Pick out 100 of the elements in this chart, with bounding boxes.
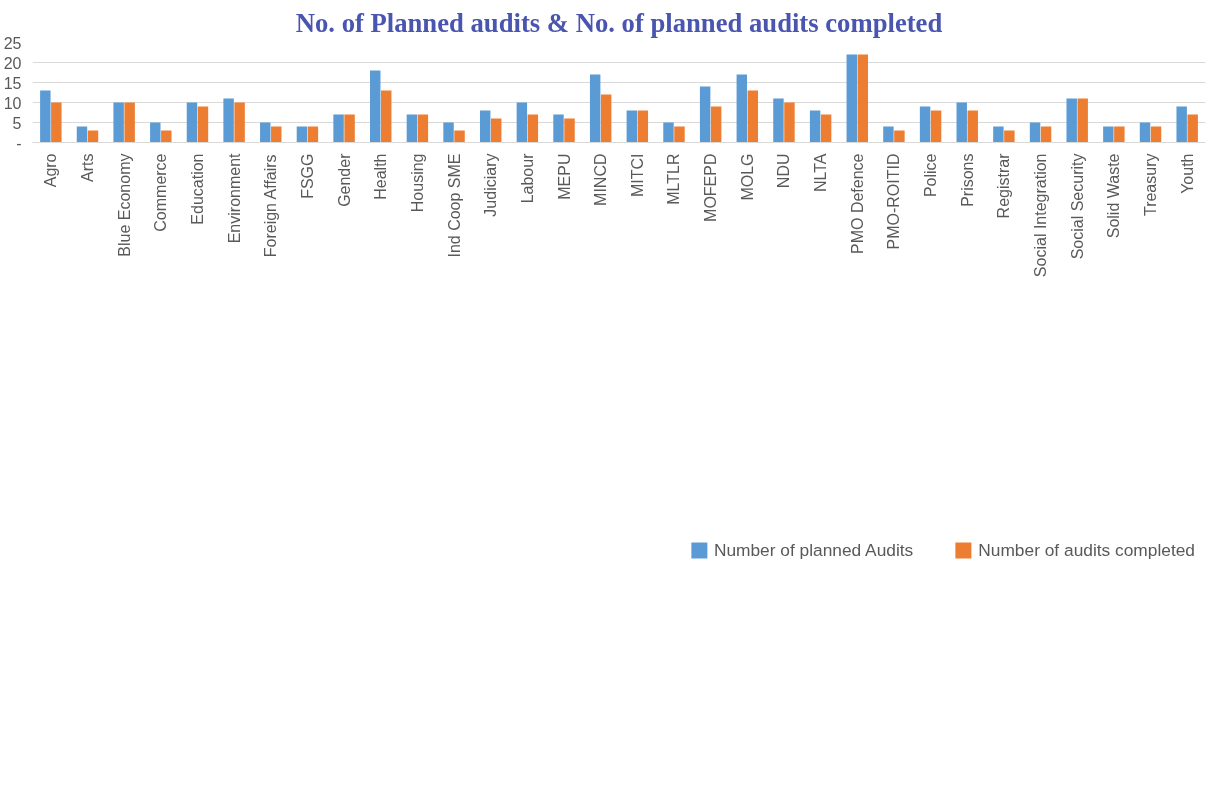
bar — [919, 106, 931, 143]
x-tick-label: Commerce — [152, 153, 170, 232]
legend-label: Number of planned Audits — [713, 539, 914, 561]
x-tick-label: Housing — [408, 153, 426, 213]
y-tick-label: 5 — [12, 114, 22, 132]
bar — [344, 114, 355, 143]
bar — [197, 106, 209, 143]
bar — [51, 102, 62, 143]
bar — [490, 118, 502, 143]
bar — [333, 114, 344, 143]
x-tick-label: MINCD — [592, 153, 610, 206]
bar — [674, 126, 685, 143]
bar — [406, 114, 418, 143]
bar — [124, 102, 135, 143]
y-tick-label: - — [16, 134, 22, 152]
bar — [260, 122, 271, 143]
bar — [553, 114, 564, 143]
x-tick-label: Gender — [335, 152, 353, 207]
bar — [150, 122, 161, 143]
bar — [1066, 98, 1077, 143]
bar — [307, 126, 319, 143]
bar — [589, 74, 601, 143]
bar — [736, 74, 748, 143]
x-tick-label: Labour — [518, 152, 536, 204]
x-tick-label: Education — [188, 153, 206, 225]
bar — [454, 130, 465, 143]
x-tick-label: Environment — [225, 152, 243, 244]
y-tick-label: 25 — [3, 34, 22, 52]
bar — [930, 110, 942, 143]
bar — [637, 110, 649, 143]
x-tick-label: MEPU — [555, 153, 573, 200]
bar — [773, 98, 784, 143]
bar — [846, 54, 857, 143]
bar — [417, 114, 429, 143]
bar — [1004, 130, 1015, 143]
x-tick-label: Foreign Affairs — [262, 154, 280, 258]
bar — [626, 110, 638, 143]
y-tick-label: 20 — [3, 54, 22, 72]
x-tick-label: Youth — [1178, 153, 1196, 194]
bar — [76, 126, 88, 143]
bar — [381, 90, 392, 143]
legend-label: Number of audits completed — [978, 539, 1195, 561]
y-tick-label: 15 — [3, 74, 22, 92]
bar — [663, 122, 674, 143]
x-tick-label: MOFEPD — [702, 153, 720, 222]
bar — [234, 102, 245, 143]
bar — [1187, 114, 1198, 143]
x-tick-label: PMO-ROITID — [885, 153, 903, 250]
x-tick-label: Arts — [78, 153, 96, 182]
chart-title: No. of Planned audits & No. of planned audits completed — [295, 7, 943, 38]
bar — [1077, 98, 1088, 143]
x-tick-label: FSGG — [298, 153, 316, 199]
bar — [370, 70, 381, 143]
bar — [600, 94, 612, 143]
x-tick-label: Social Integration — [1032, 153, 1050, 278]
x-tick-label: Blue Economy — [115, 153, 133, 257]
bar — [857, 54, 868, 143]
x-tick-label: NLTA — [812, 153, 830, 193]
x-tick-label: Solid Waste — [1105, 153, 1123, 239]
bar — [747, 90, 759, 143]
x-tick-label: Prisons — [958, 153, 976, 207]
x-tick-label: Police — [922, 153, 940, 198]
bar — [894, 130, 905, 143]
bar — [113, 102, 124, 143]
bar — [710, 106, 722, 143]
bar — [443, 122, 454, 143]
bar — [1114, 126, 1125, 143]
x-tick-label: Treasury — [1142, 153, 1160, 217]
x-tick-label: Health — [372, 153, 390, 200]
bar — [699, 86, 711, 143]
x-tick-label: MITCI — [628, 153, 646, 198]
bar — [516, 102, 528, 143]
bar — [820, 114, 832, 143]
bar — [1103, 126, 1114, 143]
bar — [223, 98, 234, 143]
bar — [527, 114, 539, 143]
bar — [296, 126, 308, 143]
bar — [1029, 122, 1041, 143]
x-tick-label: NDU — [775, 153, 793, 189]
bar — [967, 110, 978, 143]
bar — [784, 102, 795, 143]
bar — [883, 126, 894, 143]
x-tick-label: PMO Defence — [848, 153, 866, 254]
bar — [993, 126, 1004, 143]
x-tick-label: Social Security — [1068, 153, 1086, 260]
bar — [564, 118, 575, 143]
bar — [161, 130, 172, 143]
bar — [1040, 126, 1052, 143]
y-tick-label: 10 — [3, 94, 22, 112]
bar — [1139, 122, 1151, 143]
x-tick-label: Ind Coop SME — [445, 153, 463, 258]
bar — [809, 110, 821, 143]
bar — [40, 90, 51, 143]
bar — [1150, 126, 1162, 143]
bar — [186, 102, 198, 143]
bar — [271, 126, 282, 143]
x-tick-label: MLTLR — [665, 153, 683, 205]
bar — [1176, 106, 1187, 143]
bar — [479, 110, 491, 143]
x-tick-label: Registrar — [995, 152, 1013, 219]
